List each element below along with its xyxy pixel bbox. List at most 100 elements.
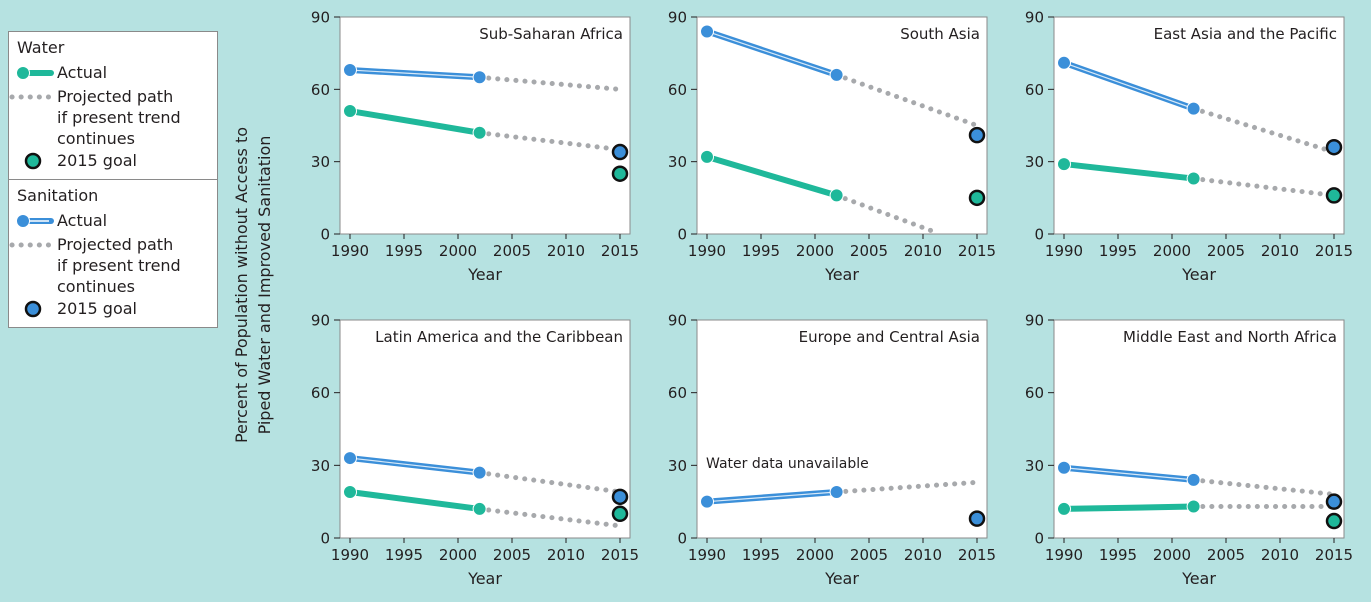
legend-sanitation-projected: Projected path if present trend continue… [9, 233, 217, 297]
x-tick-label: 1990 [331, 546, 369, 564]
x-tick-label: 1990 [331, 242, 369, 260]
sanitation-actual-point-1990 [700, 494, 714, 509]
water-actual-point-1990 [343, 484, 357, 499]
x-tick-label: 1995 [385, 546, 423, 564]
sanitation-actual-highlight [1063, 62, 1194, 110]
x-tick-label: 1995 [1099, 242, 1137, 260]
x-tick-label: 2015 [1315, 546, 1353, 564]
panel-note: Water data unavailable [706, 456, 869, 472]
y-tick-label: 90 [668, 312, 687, 330]
panel-title: Middle East and North Africa [1123, 328, 1337, 346]
water-actual-line [347, 108, 483, 136]
y-tick-label: 0 [320, 226, 330, 244]
water-actual-point-2002 [829, 188, 844, 203]
sanitation-2015-goal-marker [1325, 138, 1343, 156]
legend-sanitation-goal-label: 2015 goal [57, 299, 137, 318]
sanitation-actual-point-2002 [472, 70, 487, 85]
sanitation-actual-point-2002 [829, 484, 844, 499]
x-tick-label: 2010 [547, 546, 585, 564]
legend-sanitation-actual: Actual [9, 209, 217, 233]
x-tick-label: 2005 [850, 242, 888, 260]
panel-title: East Asia and the Pacific [1154, 25, 1337, 43]
y-tick-label: 0 [1034, 530, 1044, 548]
x-tick-label: 2015 [1315, 242, 1353, 260]
panel-title: South Asia [900, 25, 980, 43]
sanitation-goal-marker-icon [9, 297, 57, 321]
y-tick-label: 90 [311, 312, 330, 330]
x-tick-label: 1995 [742, 242, 780, 260]
legend-water-goal: 2015 goal [9, 149, 217, 173]
x-tick-label: 2005 [1207, 242, 1245, 260]
y-tick-label: 90 [1025, 9, 1044, 27]
x-tick-label: 2005 [493, 242, 531, 260]
panel-sub-saharan-africa: 0 30 60 90 1990 1995 2000 2005 2010 2015 Year Sub-S… [311, 9, 639, 285]
legend-sanitation-actual-label: Actual [57, 211, 108, 230]
water-2015-goal-marker [968, 189, 986, 207]
x-tick-label: 1990 [1045, 242, 1083, 260]
sanitation-actual-point-1990 [1057, 55, 1071, 70]
x-tick-label: 2005 [850, 546, 888, 564]
water-actual-point-1990 [343, 104, 357, 119]
water-actual-line-icon [9, 61, 57, 85]
x-tick-label: 2010 [904, 242, 942, 260]
x-tick-label: 2000 [439, 242, 477, 260]
legend-sanitation-projected-label: Projected path if present trend continue… [57, 235, 181, 296]
x-tick-label: 2000 [1153, 242, 1191, 260]
y-tick-label: 60 [668, 81, 687, 99]
x-tick-label: 1995 [1099, 546, 1137, 564]
sanitation-2015-goal-marker [611, 488, 629, 506]
y-tick-label: 60 [311, 384, 330, 402]
y-tick-label: 90 [311, 9, 330, 27]
x-tick-label: 2000 [796, 242, 834, 260]
water-actual-line [1061, 503, 1197, 512]
water-2015-goal-marker [1325, 187, 1343, 204]
plot-area [1053, 319, 1345, 539]
sanitation-projected-path [477, 470, 623, 495]
sanitation-projected-path [1191, 106, 1337, 155]
legend-sanitation-heading: Sanitation [17, 186, 99, 205]
sanitation-projected-path [834, 72, 980, 128]
sanitation-projected-dots-icon [9, 233, 57, 257]
y-tick-label: 90 [1025, 312, 1044, 330]
y-tick-label: 60 [668, 384, 687, 402]
y-tick-label: 0 [320, 530, 330, 548]
x-tick-label: 1990 [1045, 546, 1083, 564]
x-tick-label: 2000 [439, 546, 477, 564]
sanitation-2015-goal-marker [968, 510, 986, 527]
water-actual-point-1990 [1057, 501, 1071, 516]
water-actual-point-2002 [472, 125, 487, 140]
x-tick-label: 2005 [1207, 546, 1245, 564]
y-tick-label: 60 [1025, 81, 1044, 99]
y-tick-label: 30 [1025, 153, 1044, 171]
sanitation-actual-point-1990 [700, 24, 714, 39]
water-actual-point-2002 [1186, 499, 1201, 514]
x-tick-label: 2000 [796, 546, 834, 564]
y-tick-label: 60 [311, 81, 330, 99]
legend-water-projected: Projected path if present trend continue… [9, 85, 217, 149]
y-tick-label: 0 [1034, 226, 1044, 244]
panel-middle-east-and-north-africa: 0 30 60 90 1990 1995 2000 2005 2010 2015 Year Middl… [1025, 312, 1353, 589]
panel-east-asia-and-the-pacific: 0 30 60 90 1990 1995 2000 2005 2010 2015 Year East … [1025, 9, 1353, 285]
legend-water-goal-label: 2015 goal [57, 151, 137, 170]
plot-area [1053, 16, 1345, 235]
sanitation-actual-point-2002 [472, 465, 487, 480]
x-tick-label: 2015 [958, 242, 996, 260]
water-actual-point-2002 [472, 501, 487, 516]
plot-area [339, 319, 631, 539]
sanitation-2015-goal-marker [611, 143, 629, 161]
x-axis-title: Year [1181, 569, 1216, 588]
sanitation-actual-highlight [349, 457, 480, 474]
panel-title: Sub-Saharan Africa [479, 25, 623, 43]
y-tick-label: 0 [677, 226, 687, 244]
water-2015-goal-marker [1325, 512, 1343, 530]
water-goal-marker-icon [9, 149, 57, 173]
water-projected-path [477, 130, 623, 153]
x-tick-label: 2000 [1153, 546, 1191, 564]
sanitation-projected-path [834, 479, 980, 495]
sanitation-actual-point-1990 [1057, 460, 1071, 475]
sanitation-actual-point-2002 [1186, 101, 1201, 116]
x-tick-label: 2005 [493, 546, 531, 564]
y-tick-label: 60 [1025, 384, 1044, 402]
sanitation-2015-goal-marker [1325, 493, 1343, 510]
